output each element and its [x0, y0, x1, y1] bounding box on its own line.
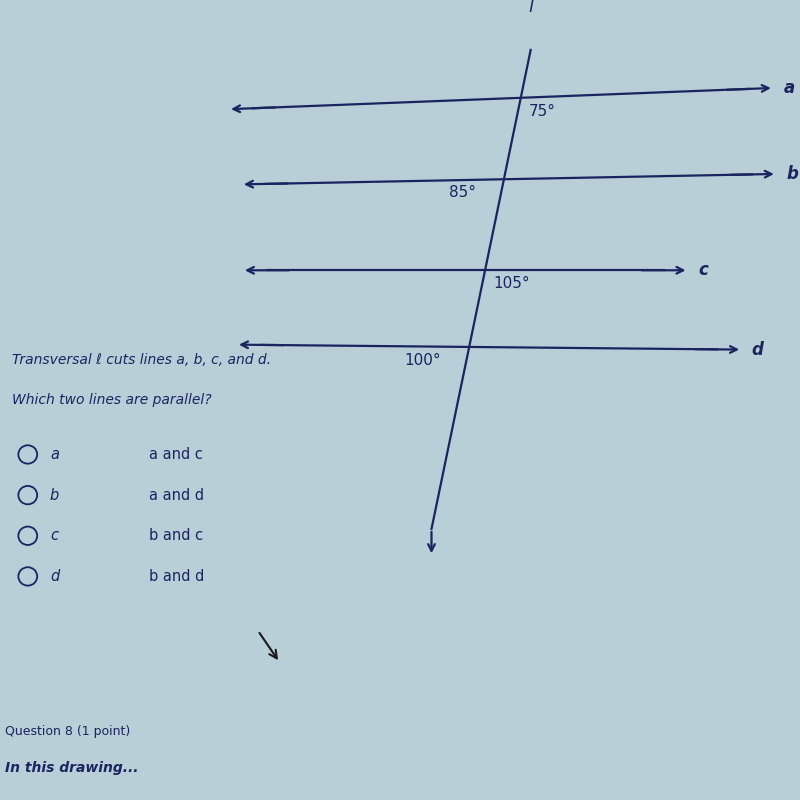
Text: b and c: b and c	[149, 528, 203, 543]
Text: c: c	[50, 528, 58, 543]
Text: Which two lines are parallel?: Which two lines are parallel?	[12, 394, 211, 407]
Text: b: b	[50, 488, 59, 502]
Text: Transversal ℓ cuts lines a, b, c, and d.: Transversal ℓ cuts lines a, b, c, and d.	[12, 353, 271, 367]
Text: a: a	[784, 79, 795, 97]
Text: 75°: 75°	[529, 104, 556, 118]
Text: 85°: 85°	[450, 185, 476, 200]
Text: b and d: b and d	[149, 569, 204, 584]
Text: a and d: a and d	[149, 488, 204, 502]
Text: 100°: 100°	[405, 353, 442, 368]
Text: d: d	[752, 341, 764, 358]
Text: b: b	[786, 165, 798, 183]
Text: 105°: 105°	[493, 276, 530, 291]
Text: c: c	[698, 262, 708, 279]
Text: a: a	[50, 447, 59, 462]
Text: l: l	[528, 0, 533, 16]
Text: In this drawing...: In this drawing...	[5, 762, 138, 775]
Text: a and c: a and c	[149, 447, 202, 462]
Text: d: d	[50, 569, 59, 584]
Text: Question 8 (1 point): Question 8 (1 point)	[5, 725, 130, 738]
